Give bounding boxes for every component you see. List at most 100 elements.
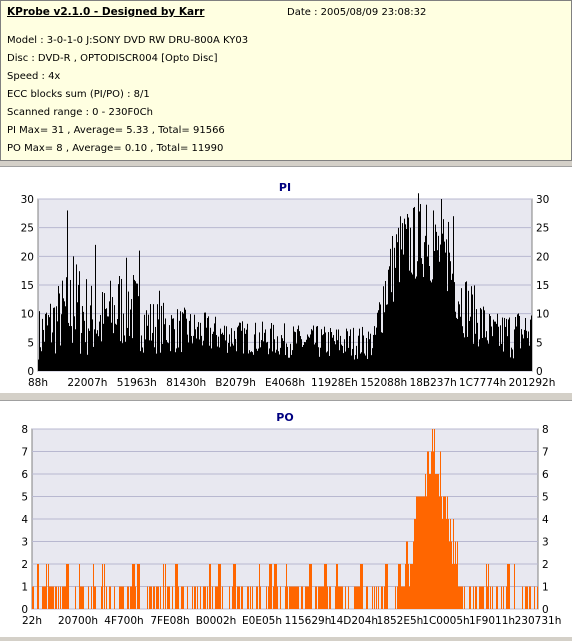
pi-bar: [184, 307, 185, 371]
po-bar: [456, 564, 457, 609]
po-bar: [417, 496, 418, 609]
pi-bar: [352, 348, 353, 371]
pi-bar: [187, 334, 188, 371]
pi-bar: [91, 285, 92, 371]
po-bar: [232, 586, 233, 609]
po-bar: [114, 586, 115, 609]
pi-bar: [233, 345, 234, 371]
pi-bar: [235, 338, 236, 371]
pi-bar: [178, 347, 179, 371]
pi-bar: [93, 346, 94, 371]
pi-bar: [465, 282, 466, 371]
pi-bar: [147, 325, 148, 371]
po-bar: [181, 586, 182, 609]
y-tick-label-right: 2: [542, 559, 549, 571]
pi-bar: [67, 210, 68, 371]
po-bar: [381, 586, 382, 609]
pi-bar: [43, 329, 44, 371]
po-bar: [66, 564, 67, 609]
po-bar: [33, 586, 34, 609]
pi-bar: [46, 312, 47, 371]
po-bar: [408, 564, 409, 609]
pi-bar: [277, 336, 278, 371]
x-tick-label: B2079h: [215, 377, 256, 389]
pi-bar: [503, 351, 504, 371]
po-bar: [335, 586, 336, 609]
pi-bar: [475, 333, 476, 371]
chart-title: PO: [276, 411, 293, 424]
pi-bar: [521, 329, 522, 371]
pi-bar: [297, 329, 298, 371]
po-bar: [399, 564, 400, 609]
po-bar: [218, 564, 219, 609]
pi-bar: [97, 330, 98, 371]
pi-bar: [423, 277, 424, 371]
po-bar: [476, 586, 477, 609]
pi-bar: [257, 350, 258, 371]
po-bar: [101, 586, 102, 609]
po-bar: [285, 586, 286, 609]
po-bar: [464, 586, 465, 609]
pi-bar: [278, 351, 279, 371]
po-bar: [45, 586, 46, 609]
po-bar: [455, 541, 456, 609]
po-bar: [384, 586, 385, 609]
pi-bar: [323, 334, 324, 371]
po-bar: [219, 564, 220, 609]
pi-bar: [81, 332, 82, 371]
pi-bar: [492, 336, 493, 371]
po-bar: [457, 541, 458, 609]
pi-bar: [188, 342, 189, 371]
pi-bar: [216, 335, 217, 371]
po-bar: [354, 586, 355, 609]
pi-bar: [236, 351, 237, 371]
pi-bar: [52, 332, 53, 371]
po-bar: [429, 474, 430, 609]
pi-bar: [425, 235, 426, 371]
po-bar: [235, 564, 236, 609]
pi-bar: [375, 334, 376, 371]
pi-bar: [249, 350, 250, 371]
pi-bar: [370, 333, 371, 371]
pi-bar: [64, 301, 65, 371]
po-bar: [473, 586, 474, 609]
po-bar: [355, 586, 356, 609]
pi-bar: [415, 278, 416, 371]
pi-bar: [221, 334, 222, 371]
pi-bar: [414, 206, 415, 371]
po-bar: [134, 564, 135, 609]
po-bar: [425, 474, 426, 609]
po-bar: [386, 564, 387, 609]
pi-bar: [293, 326, 294, 371]
pi-bar: [129, 335, 130, 371]
pi-bar: [402, 223, 403, 371]
pi-bar: [342, 345, 343, 371]
pi-bar: [198, 322, 199, 371]
pi-bar: [346, 328, 347, 371]
pi-bar: [199, 339, 200, 371]
pi-bar: [356, 345, 357, 371]
pi-bar: [212, 333, 213, 371]
pi-bar: [245, 333, 246, 371]
po-bar: [367, 586, 368, 609]
po-bar: [168, 586, 169, 609]
po-bar: [167, 586, 168, 609]
pi-bar: [229, 334, 230, 371]
po-bar: [276, 564, 277, 609]
po-bar: [447, 496, 448, 609]
po-bar: [436, 474, 437, 609]
pi-bar: [474, 285, 475, 371]
y-tick-label-left: 5: [21, 492, 28, 504]
pi-bar: [287, 346, 288, 371]
po-bar: [200, 586, 201, 609]
pi-bar: [78, 284, 79, 371]
pi-bar: [103, 323, 104, 371]
x-tick-label: 4F700h: [104, 615, 143, 627]
po-bar: [220, 564, 221, 609]
pi-bar: [391, 292, 392, 371]
po-bar: [197, 586, 198, 609]
pi-bar: [524, 329, 525, 371]
pi-bar: [394, 247, 395, 371]
po-bar: [374, 586, 375, 609]
po-bar: [209, 564, 210, 609]
